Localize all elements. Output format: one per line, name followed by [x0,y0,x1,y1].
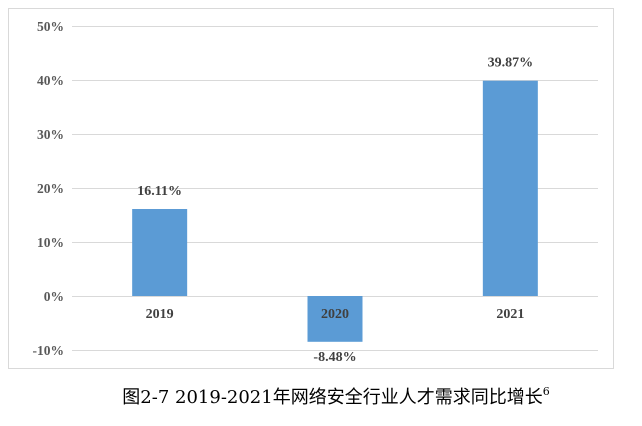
caption-text: 图2-7 2019-2021年网络安全行业人才需求同比增长 [122,387,543,408]
bar-2021 [482,80,538,297]
bar-2019 [132,209,188,296]
x-axis-category-labels: 2019 2020 2021 [146,307,525,322]
data-label-2021: 39.87% [488,56,534,71]
y-tick-label: 0% [44,289,64,304]
x-category-label-2020: 2020 [321,307,349,322]
y-axis-tick-labels: 50% 40% 30% 20% 10% 0% -10% [33,19,65,358]
y-tick-label: 10% [37,235,64,250]
footnote-marker: 6 [542,385,550,398]
y-tick-label: 30% [37,127,64,142]
bar-chart: 50% 40% 30% 20% 10% 0% -10% 16.11% -8.48% 39.87%… [8,8,614,369]
bars [132,80,538,342]
figure-caption: 图2-7 2019-2021年网络安全行业人才需求同比增长6 [30,383,642,409]
bar-2020 [307,296,363,342]
x-category-label-2019: 2019 [146,307,174,322]
data-label-2020: -8.48% [313,350,356,365]
data-labels: 16.11% -8.48% 39.87% [137,56,533,365]
y-tick-label: 50% [37,19,64,34]
y-tick-label: 40% [37,73,64,88]
y-tick-label: 20% [37,181,64,196]
y-tick-label: -10% [33,343,65,358]
data-label-2019: 16.11% [137,184,182,199]
x-category-label-2021: 2021 [496,307,524,322]
